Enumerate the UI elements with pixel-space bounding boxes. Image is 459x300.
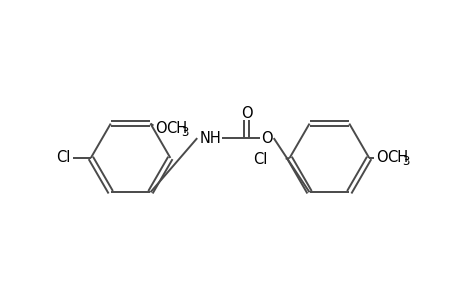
Text: O: O [375,150,387,165]
Text: 3: 3 [401,155,409,168]
Text: Cl: Cl [56,150,71,165]
Text: CH: CH [386,150,407,165]
Text: O: O [155,121,167,136]
Text: O: O [260,130,272,146]
Text: Cl: Cl [253,152,267,167]
Text: CH: CH [166,121,187,136]
Text: 3: 3 [181,126,188,139]
Text: O: O [241,106,252,121]
Text: NH: NH [199,130,220,146]
